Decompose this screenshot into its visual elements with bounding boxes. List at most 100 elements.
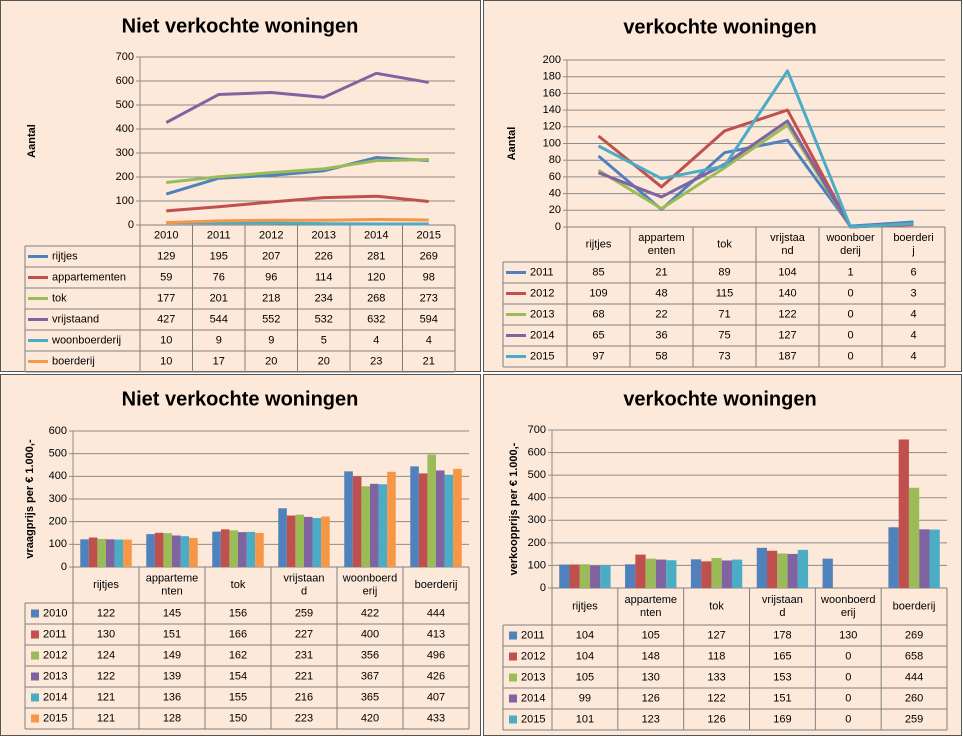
bar xyxy=(370,483,379,567)
table-value: 0 xyxy=(847,287,853,299)
bar xyxy=(731,559,743,588)
table-value: 85 xyxy=(592,266,604,278)
table-value: 0 xyxy=(845,650,851,662)
table-value: 269 xyxy=(420,250,438,262)
y-axis-label: Aantal xyxy=(26,124,38,158)
legend-label: vrijstaand xyxy=(52,313,99,325)
bar xyxy=(635,554,646,588)
category-label: 2012 xyxy=(259,229,283,241)
table-value: 281 xyxy=(367,250,385,262)
table-value: 150 xyxy=(229,712,247,724)
table-value: 532 xyxy=(315,313,333,325)
table-value: 36 xyxy=(655,329,667,341)
category-label: 2014 xyxy=(364,229,388,241)
legend-key xyxy=(31,609,39,618)
legend-label: 2015 xyxy=(521,713,545,725)
bar xyxy=(600,565,611,588)
table-value: 496 xyxy=(427,649,445,661)
table-value: 127 xyxy=(707,629,725,641)
table-value: 122 xyxy=(778,308,796,320)
category-label: rijtjes xyxy=(93,579,119,591)
legend-label: 2013 xyxy=(530,308,554,320)
bar xyxy=(666,560,677,588)
legend-key xyxy=(31,630,39,639)
table-value: 126 xyxy=(707,713,725,725)
table-value: 0 xyxy=(845,713,851,725)
table-value: 22 xyxy=(655,308,667,320)
table-value: 104 xyxy=(576,629,594,641)
category-label: boerderij xyxy=(893,600,936,612)
category-label: tok xyxy=(717,238,732,250)
legend-label: 2011 xyxy=(43,628,67,640)
table-value: 104 xyxy=(576,650,594,662)
bar xyxy=(453,468,462,567)
table-value: 115 xyxy=(716,287,734,299)
legend-key xyxy=(509,673,517,682)
table-value: 17 xyxy=(213,355,225,367)
table-value: 97 xyxy=(592,350,604,362)
table-value: 413 xyxy=(427,628,445,640)
table-value: 59 xyxy=(160,271,172,283)
table-value: 76 xyxy=(213,271,225,283)
legend-label: tok xyxy=(52,292,67,304)
table-value: 123 xyxy=(642,713,660,725)
y-tick-label: 0 xyxy=(61,561,67,573)
table-value: 71 xyxy=(718,308,730,320)
legend-label: 2012 xyxy=(530,287,554,299)
y-tick-label: 40 xyxy=(549,188,561,200)
table-value: 231 xyxy=(295,649,313,661)
y-tick-label: 600 xyxy=(49,425,67,437)
table-value: 109 xyxy=(589,287,607,299)
table-value: 0 xyxy=(847,350,853,362)
bar xyxy=(590,565,601,588)
table-value: 151 xyxy=(773,692,791,704)
category-label: tok xyxy=(231,579,246,591)
bar xyxy=(387,471,396,567)
legend-label: 2014 xyxy=(521,692,545,704)
table-value: 407 xyxy=(427,691,445,703)
table-value: 122 xyxy=(97,607,115,619)
table-value: 149 xyxy=(163,649,181,661)
table-value: 10 xyxy=(160,334,172,346)
table-value: 105 xyxy=(576,671,594,683)
table-value: 23 xyxy=(370,355,382,367)
table-value: 400 xyxy=(361,628,379,640)
bar xyxy=(888,527,899,588)
table-value: 9 xyxy=(268,334,274,346)
legend-key xyxy=(509,694,517,703)
bar xyxy=(797,549,809,588)
bar xyxy=(427,454,436,567)
table-value: 126 xyxy=(642,692,660,704)
bar xyxy=(777,553,788,588)
table-value: 118 xyxy=(708,650,726,662)
y-tick-label: 200 xyxy=(528,537,546,549)
chart-title: Niet verkochte woningen xyxy=(122,388,359,410)
table-value: 594 xyxy=(420,313,438,325)
table-value: 165 xyxy=(773,650,791,662)
bar xyxy=(238,532,247,567)
bar xyxy=(655,559,667,588)
y-tick-label: 200 xyxy=(116,171,134,183)
table-value: 427 xyxy=(157,313,175,325)
series-line xyxy=(165,156,429,196)
table-value: 178 xyxy=(773,629,791,641)
legend-label: 2012 xyxy=(43,649,67,661)
y-tick-label: 200 xyxy=(543,54,561,66)
table-value: 48 xyxy=(655,287,667,299)
bar xyxy=(97,538,106,567)
table-value: 422 xyxy=(361,607,379,619)
table-value: 0 xyxy=(845,692,851,704)
table-value: 4 xyxy=(373,334,379,346)
legend-label: 2013 xyxy=(521,671,545,683)
bar xyxy=(114,539,124,567)
table-value: 226 xyxy=(315,250,333,262)
y-tick-label: 140 xyxy=(543,104,561,116)
y-tick-label: 700 xyxy=(116,51,134,63)
table-value: 105 xyxy=(642,629,660,641)
